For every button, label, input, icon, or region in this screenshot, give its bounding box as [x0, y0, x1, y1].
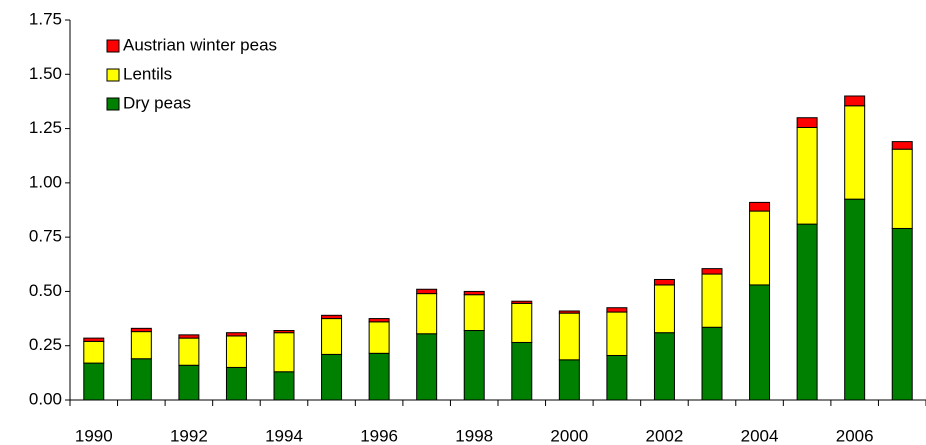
bar-segment [606, 307, 628, 313]
bar-segment [844, 105, 866, 200]
x-tick-label: 1992 [170, 426, 208, 445]
bar-segment [844, 198, 866, 401]
bar-segment [701, 273, 723, 328]
bar-segment [321, 353, 343, 401]
legend-label: Lentils [123, 64, 172, 83]
bar-segment [463, 290, 485, 296]
bar-segment [225, 366, 247, 401]
y-tick-label: 1.25 [29, 118, 62, 137]
bar-segment [511, 300, 533, 304]
bar-segment [511, 341, 533, 401]
bar-segment [796, 117, 818, 128]
bar-segment [178, 334, 200, 339]
bar-segment [416, 288, 438, 295]
bar-segment [606, 354, 628, 401]
bar-segment [463, 294, 485, 332]
bar-segment [796, 223, 818, 401]
bar-segment [653, 284, 675, 334]
bar-segment [225, 335, 247, 368]
bar-segment [416, 333, 438, 401]
bar-segment [891, 141, 913, 150]
x-tick-label: 1990 [75, 426, 113, 445]
bar-segment [368, 321, 390, 354]
bar-segment [321, 314, 343, 320]
y-tick-label: 0.00 [29, 389, 62, 408]
x-tick-label: 2002 [646, 426, 684, 445]
x-tick-label: 2004 [741, 426, 779, 445]
x-tick-label: 1996 [360, 426, 398, 445]
bar-segment [606, 311, 628, 356]
legend-label: Austrian winter peas [123, 35, 277, 54]
bar-segment [749, 201, 771, 212]
bar-segment [368, 352, 390, 401]
bar-segment [178, 364, 200, 401]
bar-segment [511, 302, 533, 343]
bar-segment [416, 293, 438, 335]
bar-segment [558, 359, 580, 401]
bar-segment [653, 278, 675, 286]
y-tick-label: 1.50 [29, 64, 62, 83]
legend-swatch [106, 97, 120, 111]
legend-swatch [106, 39, 120, 53]
bar-segment [178, 337, 200, 366]
y-tick-label: 0.25 [29, 335, 62, 354]
bar-segment [321, 318, 343, 355]
bar-segment [130, 331, 152, 360]
bar-segment [225, 332, 247, 337]
bar-segment [273, 330, 295, 334]
legend-swatch [106, 68, 120, 82]
x-tick-label: 1994 [265, 426, 303, 445]
x-tick-label: 2006 [836, 426, 874, 445]
bar-segment [749, 284, 771, 401]
x-tick-label: 2000 [550, 426, 588, 445]
x-tick-label: 1998 [455, 426, 493, 445]
bar-segment [701, 268, 723, 275]
legend-label: Dry peas [123, 93, 191, 112]
bar-segment [368, 318, 390, 323]
bar-segment [273, 332, 295, 373]
bar-segment [891, 227, 913, 401]
bar-segment [558, 312, 580, 361]
y-tick-label: 0.50 [29, 281, 62, 300]
bar-segment [796, 126, 818, 225]
bar-segment [83, 337, 105, 342]
bar-segment [749, 210, 771, 286]
bar-segment [701, 326, 723, 401]
bar-segment [130, 358, 152, 401]
bar-segment [844, 95, 866, 107]
bar-segment [83, 340, 105, 364]
bar-segment [463, 330, 485, 401]
bar-segment [130, 327, 152, 333]
bar-segment [273, 371, 295, 401]
bar-segment [558, 310, 580, 314]
bar-segment [891, 148, 913, 229]
bar-segment [83, 362, 105, 401]
y-tick-label: 1.00 [29, 172, 62, 191]
y-tick-label: 0.75 [29, 227, 62, 246]
y-tick-label: 1.75 [29, 9, 62, 28]
bar-segment [653, 332, 675, 401]
